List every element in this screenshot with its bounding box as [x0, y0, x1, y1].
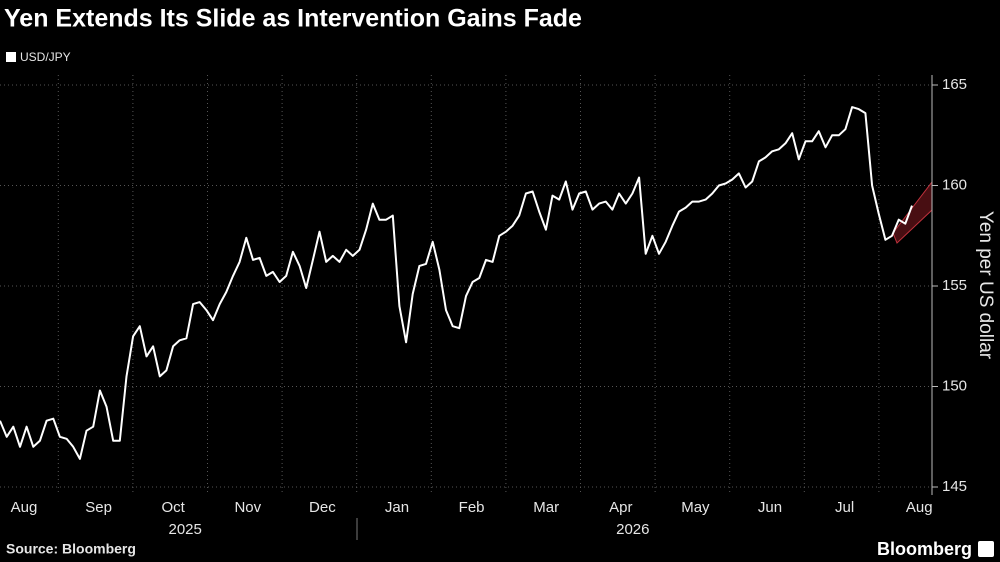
- x-tick-label: Sep: [85, 499, 112, 516]
- brand: Bloomberg: [877, 539, 972, 559]
- legend-label: USD/JPY: [20, 50, 71, 64]
- y-tick-label: 150: [942, 377, 967, 394]
- x-tick-label: Aug: [906, 499, 933, 516]
- y-axis-label: Yen per US dollar: [975, 211, 996, 360]
- x-year-label: 2026: [616, 521, 649, 538]
- brand-icon: [978, 541, 994, 557]
- x-tick-label: Jan: [385, 499, 409, 516]
- x-tick-label: Oct: [162, 499, 186, 516]
- line-series: [0, 106, 913, 460]
- x-tick-label: Apr: [609, 499, 632, 516]
- x-tick-label: May: [681, 499, 710, 516]
- x-year-label: 2025: [169, 521, 202, 538]
- x-tick-label: Nov: [234, 499, 261, 516]
- legend-swatch: [6, 52, 16, 62]
- y-tick-label: 145: [942, 478, 967, 495]
- chart-title: Yen Extends Its Slide as Intervention Ga…: [4, 5, 582, 33]
- y-tick-label: 165: [942, 76, 967, 93]
- x-tick-label: Mar: [533, 499, 559, 516]
- x-tick-label: Feb: [459, 499, 485, 516]
- y-tick-label: 155: [942, 277, 967, 294]
- x-tick-label: Dec: [309, 499, 336, 516]
- x-tick-label: Aug: [11, 499, 38, 516]
- trend-channel: [892, 180, 933, 244]
- x-tick-label: Jul: [835, 499, 854, 516]
- y-tick-label: 160: [942, 176, 967, 193]
- source: Source: Bloomberg: [6, 541, 136, 557]
- x-tick-label: Jun: [758, 499, 782, 516]
